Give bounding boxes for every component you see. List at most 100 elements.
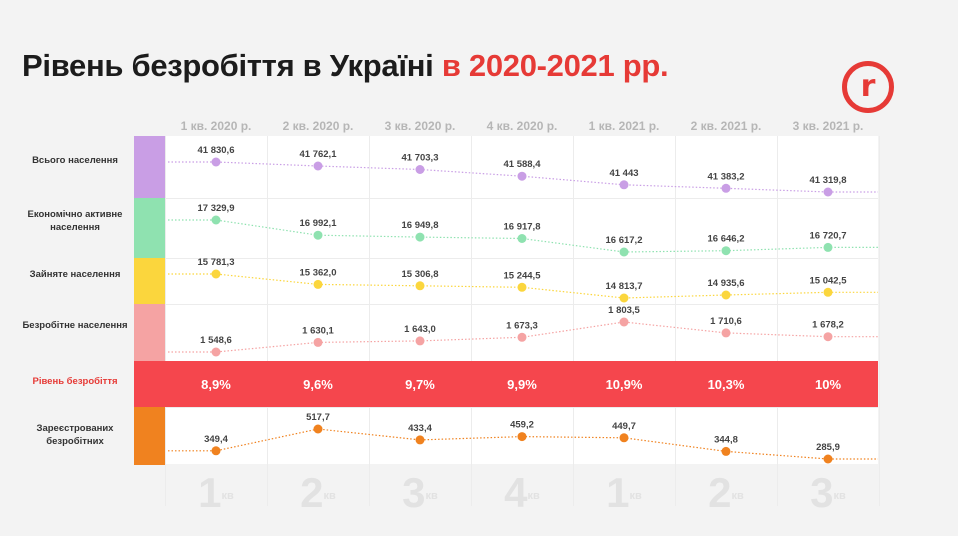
data-point-active: [313, 230, 323, 240]
data-point-employed: [823, 287, 833, 297]
rate-value: 8,9%: [201, 377, 231, 392]
data-point-registered: [823, 454, 833, 464]
data-label-employed: 15 781,3: [198, 257, 235, 268]
data-point-active: [721, 246, 731, 256]
data-point-unemployed: [619, 317, 629, 327]
quarter-suffix: кв: [221, 490, 234, 502]
row-label-active: Економічно активне населення: [27, 209, 123, 233]
data-label-total: 41 830,6: [198, 145, 235, 156]
data-label-employed: 15 244,5: [504, 270, 542, 281]
data-point-total: [415, 165, 425, 174]
data-label-registered: 459,2: [510, 420, 534, 431]
data-point-total: [211, 157, 221, 167]
column-header: 2 кв. 2020 р.: [282, 119, 354, 133]
data-label-employed: 14 813,7: [606, 281, 643, 292]
swatch-registered: [134, 407, 165, 465]
grid-vline: [165, 136, 166, 506]
data-label-registered: 433,4: [408, 423, 432, 434]
grid-vline: [267, 136, 268, 506]
column-header: 1 кв. 2020 р.: [180, 119, 252, 133]
swatch-unemployed: [134, 304, 165, 361]
data-label-total: 41 383,2: [708, 171, 745, 182]
data-point-total: [721, 183, 731, 193]
quarter-number: 3: [810, 469, 834, 516]
data-label-total: 41 443: [609, 168, 638, 179]
data-point-registered: [721, 446, 731, 456]
quarter-label: 2кв: [675, 469, 777, 517]
data-point-employed: [415, 281, 425, 291]
quarter-suffix: кв: [833, 490, 846, 502]
data-point-unemployed: [517, 332, 527, 342]
data-point-employed: [211, 269, 221, 279]
quarter-suffix: кв: [425, 490, 438, 502]
data-label-total: 41 762,1: [300, 149, 338, 160]
data-point-unemployed: [313, 337, 323, 347]
data-point-active: [211, 215, 221, 225]
data-label-total: 41 319,8: [810, 175, 847, 186]
swatch-total: [134, 136, 165, 198]
data-point-active: [415, 232, 425, 242]
data-label-unemployed: 1 678,2: [812, 320, 844, 331]
rate-value: 10,3%: [707, 377, 745, 392]
data-label-unemployed: 1 710,6: [710, 316, 742, 327]
logo-letter: r: [860, 69, 876, 104]
data-label-active: 16 720,7: [810, 230, 847, 241]
quarter-label: 4кв: [471, 469, 573, 517]
swatch-employed: [134, 258, 165, 304]
data-label-unemployed: 1 803,5: [608, 305, 640, 316]
data-point-registered: [211, 446, 221, 456]
row-label-registered: Зареєстрованих безробітних: [36, 423, 114, 447]
chart-grid: [165, 136, 878, 464]
data-point-active: [823, 242, 833, 252]
rate-value: 10%: [814, 377, 842, 392]
grid-vline: [573, 136, 574, 506]
rate-value: 9,9%: [507, 377, 537, 392]
data-point-unemployed: [823, 332, 833, 342]
data-point-total: [313, 161, 323, 171]
series-line-registered: [168, 428, 878, 460]
data-label-active: 17 329,9: [198, 203, 235, 214]
title-highlight: в 2020-2021 рр.: [441, 48, 669, 83]
data-label-total: 41 703,3: [402, 153, 439, 164]
data-label-unemployed: 1 630,1: [302, 325, 334, 336]
unemployment-rate-band: [165, 361, 878, 407]
quarter-number: 3: [402, 469, 426, 516]
column-header: 3 кв. 2021 р.: [792, 119, 864, 133]
data-label-unemployed: 1 643,0: [404, 324, 436, 335]
data-point-total: [823, 187, 833, 197]
grid-vline: [879, 136, 880, 506]
quarter-suffix: кв: [629, 490, 642, 502]
data-point-employed: [517, 282, 527, 292]
quarter-number: 1: [606, 469, 630, 516]
data-label-employed: 14 935,6: [708, 278, 745, 289]
quarter-number: 1: [198, 469, 222, 516]
column-header: 4 кв. 2020 р.: [486, 119, 558, 133]
data-point-registered: [415, 435, 425, 445]
column-header: 1 кв. 2021 р.: [588, 119, 660, 133]
data-point-employed: [721, 290, 731, 300]
data-point-active: [619, 247, 629, 257]
data-label-registered: 285,9: [816, 442, 840, 453]
grid-hline: [165, 407, 878, 408]
grid-vline: [471, 136, 472, 506]
data-point-total: [619, 180, 629, 190]
grid-vline: [777, 136, 778, 506]
row-label-employed: Зайняте населення: [29, 269, 121, 280]
data-label-active: 16 646,2: [708, 234, 745, 245]
data-label-unemployed: 1 548,6: [200, 335, 232, 346]
row-label-rate: Рівень безробіття: [32, 376, 118, 387]
data-label-unemployed: 1 673,3: [506, 320, 538, 331]
data-label-employed: 15 306,8: [402, 269, 439, 280]
quarter-label: 1кв: [573, 469, 675, 517]
quarter-label: 3кв: [777, 469, 879, 517]
swatch-active: [134, 198, 165, 258]
grid-hline: [165, 258, 878, 259]
data-point-unemployed: [211, 347, 221, 357]
page-title: Рівень безробіття в Україні в 2020-2021 …: [22, 48, 669, 84]
title-main: Рівень безробіття в Україні: [22, 48, 442, 83]
data-point-registered: [313, 424, 323, 434]
quarter-label: 3кв: [369, 469, 471, 517]
quarter-number: 4: [504, 469, 528, 516]
quarter-suffix: кв: [731, 490, 744, 502]
